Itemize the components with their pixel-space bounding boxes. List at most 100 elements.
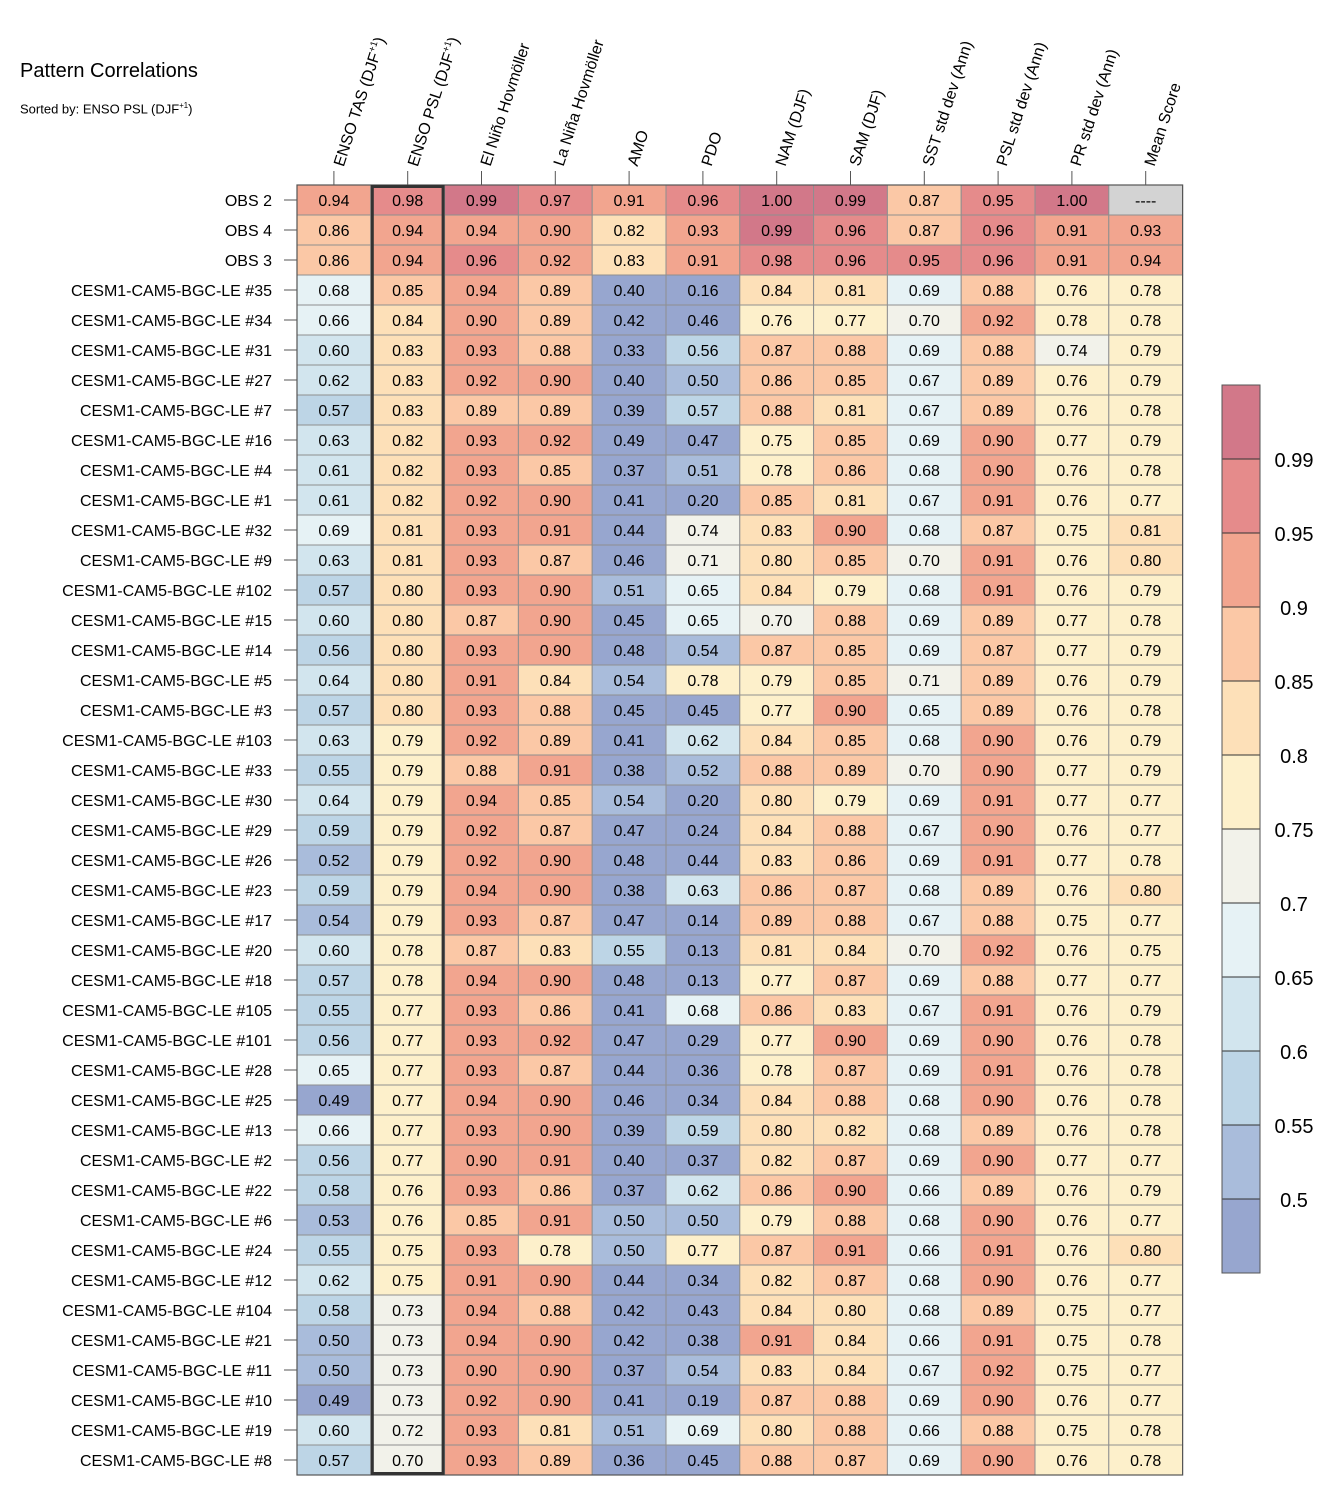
cell-value-label: 0.91 bbox=[983, 793, 1014, 810]
cell-value-label: 0.95 bbox=[983, 193, 1014, 210]
cell-value-label: 0.54 bbox=[687, 643, 718, 660]
cell-value-label: 0.76 bbox=[1056, 823, 1087, 840]
cell-value-label: 0.77 bbox=[392, 1063, 423, 1080]
cell-value-label: 0.44 bbox=[687, 853, 718, 870]
heatmap-cell bbox=[960, 1174, 1036, 1206]
cell-value-label: 0.87 bbox=[835, 973, 866, 990]
heatmap-cell bbox=[813, 1354, 888, 1386]
heatmap-cell bbox=[1108, 454, 1184, 486]
cell-value-label: 0.73 bbox=[392, 1363, 423, 1380]
heatmap-cell bbox=[591, 244, 667, 276]
heatmap-cell bbox=[886, 484, 962, 516]
cell-value-label: 0.74 bbox=[687, 523, 718, 540]
heatmap-cell bbox=[665, 694, 741, 726]
heatmap-cell bbox=[1034, 814, 1110, 846]
heatmap-cell bbox=[665, 1294, 741, 1326]
heatmap-cell bbox=[370, 604, 446, 636]
cell-value-label: 0.45 bbox=[687, 1453, 718, 1470]
heatmap-cell bbox=[1034, 364, 1110, 396]
heatmap-cell bbox=[1034, 874, 1110, 906]
cell-value-label: 0.88 bbox=[540, 703, 571, 720]
cell-value-label: 0.69 bbox=[909, 853, 940, 870]
cell-value-label: 0.63 bbox=[687, 883, 718, 900]
heatmap-cell bbox=[739, 454, 815, 486]
heatmap-cell bbox=[960, 1204, 1036, 1236]
heatmap-cell bbox=[591, 1234, 667, 1266]
heatmap-cell bbox=[886, 1264, 962, 1296]
heatmap-cell bbox=[1108, 1114, 1184, 1146]
cell-value-label: 0.79 bbox=[1130, 673, 1161, 690]
row-label: CESM1-CAM5-BGC-LE #34 bbox=[71, 313, 272, 330]
cell-value-label: 0.90 bbox=[983, 733, 1014, 750]
cell-value-label: 0.78 bbox=[1130, 463, 1161, 480]
row-label: CESM1-CAM5-BGC-LE #35 bbox=[71, 283, 272, 300]
cell-value-label: 0.93 bbox=[466, 1183, 497, 1200]
cell-value-label: 0.46 bbox=[614, 553, 645, 570]
cell-value-label: 0.79 bbox=[392, 823, 423, 840]
cell-value-label: 0.56 bbox=[318, 1033, 349, 1050]
colorbar-bin bbox=[1222, 1199, 1260, 1273]
cell-value-label: 0.88 bbox=[835, 913, 866, 930]
cell-value-label: 0.78 bbox=[1130, 313, 1161, 330]
cell-value-label: 0.75 bbox=[1056, 1363, 1087, 1380]
cell-value-label: 0.45 bbox=[614, 703, 645, 720]
heatmap-cell bbox=[370, 784, 446, 816]
cell-value-label: 0.63 bbox=[318, 433, 349, 450]
heatmap-cell bbox=[444, 844, 519, 876]
heatmap-cell bbox=[296, 1174, 372, 1206]
cell-value-label: 0.89 bbox=[983, 1303, 1014, 1320]
cell-value-label: 0.56 bbox=[687, 343, 718, 360]
heatmap-cell bbox=[517, 1204, 593, 1236]
cell-value-label: 0.67 bbox=[909, 1363, 940, 1380]
cell-value-label: 0.78 bbox=[1130, 1333, 1161, 1350]
row-label: CESM1-CAM5-BGC-LE #13 bbox=[71, 1123, 272, 1140]
cell-value-label: 0.78 bbox=[1130, 1423, 1161, 1440]
cell-value-label: 0.90 bbox=[983, 1453, 1014, 1470]
heatmap-cell bbox=[886, 1084, 962, 1116]
heatmap-cell bbox=[960, 694, 1036, 726]
cell-value-label: 0.76 bbox=[1056, 553, 1087, 570]
cell-value-label: 0.93 bbox=[466, 463, 497, 480]
heatmap-cell bbox=[591, 964, 667, 996]
row-label: CESM1-CAM5-BGC-LE #101 bbox=[62, 1033, 272, 1050]
cell-value-label: 0.14 bbox=[687, 913, 718, 930]
colorbar-bin bbox=[1222, 977, 1260, 1051]
cell-value-label: 0.76 bbox=[761, 313, 792, 330]
colorbar-bin bbox=[1222, 1125, 1260, 1199]
cell-value-label: 0.62 bbox=[318, 373, 349, 390]
cell-value-label: 0.44 bbox=[614, 523, 645, 540]
heatmap-cell bbox=[739, 634, 815, 666]
heatmap-cell bbox=[960, 1264, 1036, 1296]
cell-value-label: 0.90 bbox=[540, 1393, 571, 1410]
heatmap-cell bbox=[517, 934, 593, 966]
heatmap-cell bbox=[1034, 1414, 1110, 1446]
row-label: CESM1-CAM5-BGC-LE #11 bbox=[72, 1363, 272, 1380]
cell-value-label: 0.51 bbox=[614, 1423, 645, 1440]
cell-value-label: 0.57 bbox=[687, 403, 718, 420]
cell-value-label: 0.52 bbox=[687, 763, 718, 780]
cell-value-label: 0.76 bbox=[1056, 373, 1087, 390]
heatmap-cell bbox=[444, 814, 519, 846]
heatmap-cell bbox=[444, 634, 519, 666]
cell-value-label: 0.80 bbox=[1130, 883, 1161, 900]
cell-value-label: 0.71 bbox=[909, 673, 940, 690]
cell-value-label: 0.85 bbox=[835, 433, 866, 450]
cell-value-label: 0.47 bbox=[614, 823, 645, 840]
heatmap-cell bbox=[1108, 274, 1184, 306]
cell-value-label: 0.76 bbox=[1056, 1453, 1087, 1470]
heatmap-cell bbox=[591, 664, 667, 696]
cell-value-label: 0.77 bbox=[1130, 1393, 1161, 1410]
heatmap-cell bbox=[1108, 364, 1184, 396]
row-label: CESM1-CAM5-BGC-LE #102 bbox=[62, 583, 272, 600]
heatmap-cell bbox=[739, 1204, 815, 1236]
row-label: CESM1-CAM5-BGC-LE #31 bbox=[71, 343, 272, 360]
cell-value-label: 0.45 bbox=[614, 613, 645, 630]
heatmap-cell bbox=[665, 454, 741, 486]
heatmap-cell bbox=[296, 244, 372, 276]
cell-value-label: 0.42 bbox=[614, 1303, 645, 1320]
heatmap-cell bbox=[1034, 664, 1110, 696]
cell-value-label: 0.93 bbox=[1130, 223, 1161, 240]
cell-value-label: 0.87 bbox=[909, 193, 940, 210]
cell-value-label: 0.90 bbox=[983, 1213, 1014, 1230]
cell-value-label: 0.80 bbox=[761, 553, 792, 570]
